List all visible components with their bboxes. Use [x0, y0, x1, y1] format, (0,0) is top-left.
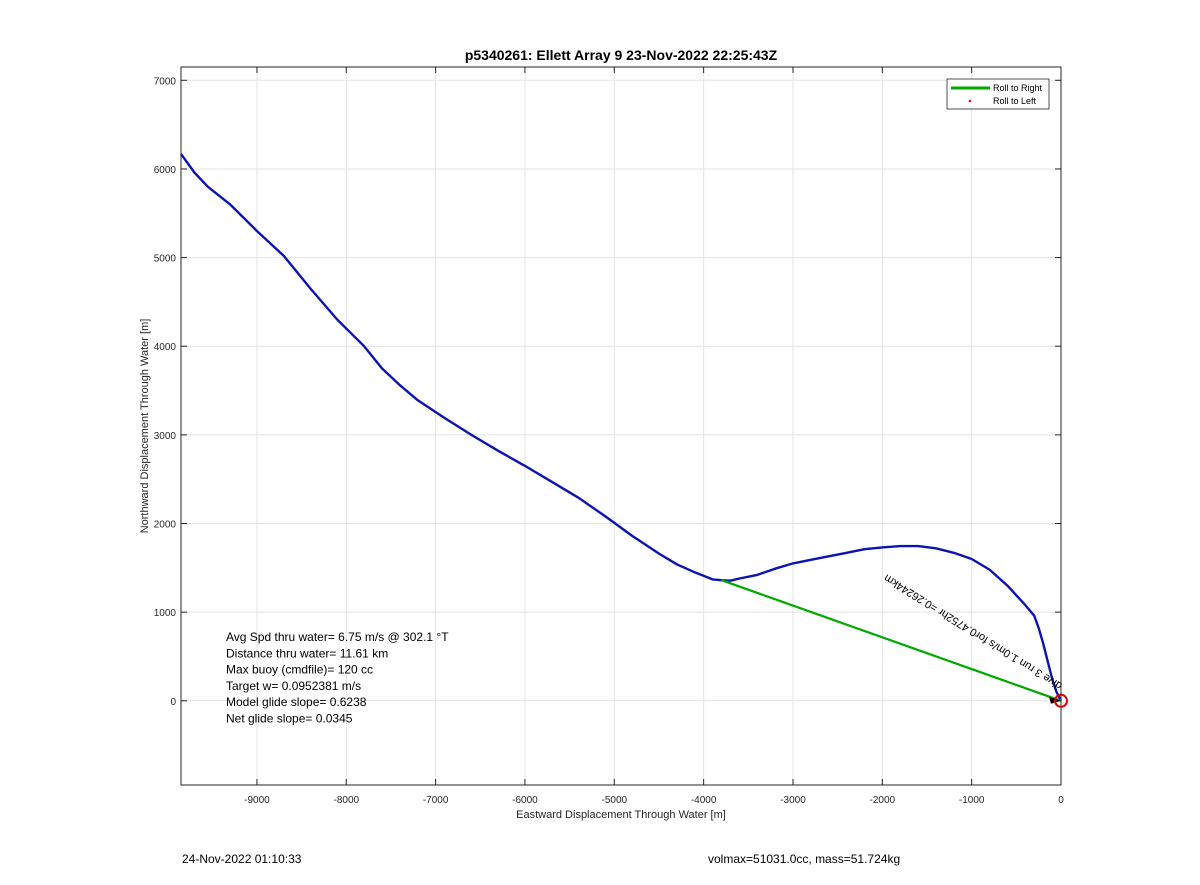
- x-axis: -9000 -8000 -7000 -6000 -5000 -4000 -3000 -2000…: [244, 67, 1064, 806]
- y-tick-label: 0: [170, 697, 176, 708]
- x-tick-label: -4000: [691, 795, 717, 806]
- x-tick-label: -3000: [780, 795, 806, 806]
- x-tick-label: -9000: [244, 795, 270, 806]
- chart-title: p5340261: Ellett Array 9 23-Nov-2022 22:…: [465, 47, 778, 63]
- x-tick-label: -5000: [602, 795, 628, 806]
- series-layer: [180, 153, 1063, 702]
- y-axis: 0 1000 2000 3000 4000 5000 6000 7000: [154, 76, 1061, 708]
- legend: Roll to Right Roll to Left: [946, 78, 1050, 110]
- footer-vehicle-info: volmax=51031.0cc, mass=51.724kg: [708, 852, 901, 866]
- track-line: [180, 153, 1063, 702]
- stat-annotation: Distance thru water= 11.61 km: [226, 646, 388, 660]
- stat-annotation: Target w= 0.0952381 m/s: [226, 679, 361, 693]
- x-tick-label: -7000: [423, 795, 449, 806]
- y-tick-label: 5000: [154, 254, 177, 265]
- stat-annotation: Avg Spd thru water= 6.75 m/s @ 302.1 °T: [226, 630, 449, 644]
- x-tick-label: -6000: [512, 795, 538, 806]
- footer-timestamp: 24-Nov-2022 01:10:33: [182, 852, 302, 866]
- legend-box: [946, 78, 1050, 110]
- legend-label-roll-right: Roll to Right: [993, 83, 1043, 93]
- y-tick-label: 6000: [154, 165, 177, 176]
- y-tick-label: 4000: [154, 342, 177, 353]
- x-tick-label: -8000: [333, 795, 359, 806]
- y-tick-label: 1000: [154, 608, 177, 619]
- legend-point-roll-left: [968, 99, 972, 103]
- y-tick-label: 7000: [154, 76, 177, 87]
- x-tick-label: -1000: [959, 795, 985, 806]
- y-axis-label: Northward Displacement Through Water [m]: [139, 319, 151, 534]
- stat-annotation: Max buoy (cmdfile)= 120 cc: [226, 663, 373, 677]
- x-tick-label: -2000: [870, 795, 896, 806]
- y-tick-label: 2000: [154, 520, 177, 531]
- roll-right-line: [721, 579, 1062, 702]
- y-tick-label: 3000: [154, 431, 177, 442]
- plot-area: [180, 66, 1062, 786]
- x-axis-label: Eastward Displacement Through Water [m]: [516, 809, 726, 821]
- end-position-marker: [1054, 693, 1068, 708]
- stat-annotation: Model glide slope= 0.6238: [226, 695, 367, 709]
- x-tick-label: 0: [1058, 795, 1064, 806]
- legend-label-roll-left: Roll to Left: [993, 96, 1037, 106]
- dive-annotation: dive 3 run 1.0m/s for0.4752hr =0.26244km: [882, 571, 1064, 691]
- annotation-layer: dive 3 run 1.0m/s for0.4752hr =0.26244km…: [226, 571, 1068, 726]
- grid: [181, 67, 1062, 785]
- stat-annotation: Net glide slope= 0.0345: [226, 712, 353, 726]
